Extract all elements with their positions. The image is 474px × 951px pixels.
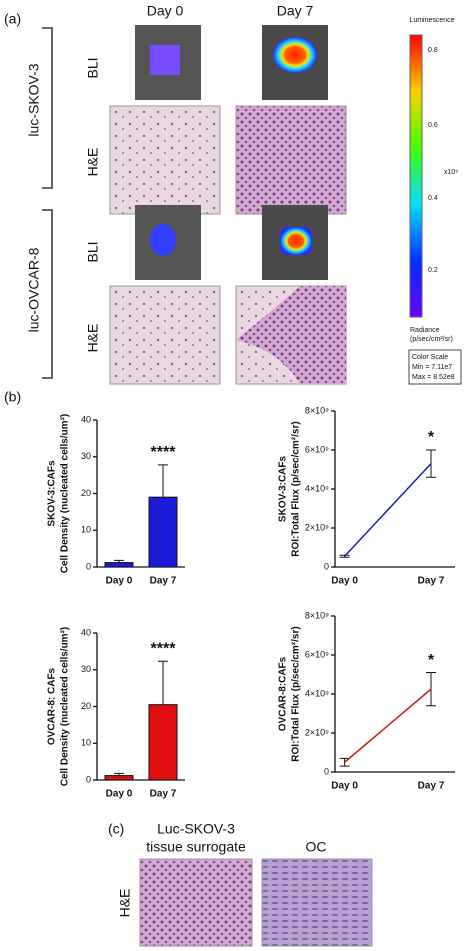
x-tick-label: Day 0 [106, 576, 133, 587]
y-tick-label: 0 [86, 774, 91, 784]
x-tick-label: Day 0 [331, 576, 358, 587]
y-tick-label: 8×10⁹ [305, 405, 329, 415]
colorbar-tick: 0.6 [428, 122, 438, 129]
panel-label: (c) [108, 821, 124, 837]
y-tick-label: 10 [81, 738, 91, 748]
bar [104, 562, 134, 568]
he-image [109, 285, 221, 385]
significance: **** [151, 444, 177, 461]
y-tick-label: 8×10⁹ [305, 610, 329, 620]
x-tick-label: Day 0 [106, 789, 133, 800]
y-axis-label: OVCAR-8: CAFs [47, 667, 58, 745]
column-label: Luc-SKOV-3 [157, 821, 235, 837]
y-tick-label: 4×10⁹ [305, 483, 329, 493]
x-tick-label: Day 7 [418, 576, 445, 587]
bli-image [262, 205, 328, 280]
y-tick-label: 10 [81, 525, 91, 535]
y-tick-label: 30 [81, 451, 91, 461]
significance: **** [151, 641, 177, 658]
row-label: H&E [85, 324, 101, 353]
colorbar-unit: (p/sec/cm²/sr) [410, 336, 453, 343]
line [344, 463, 432, 557]
scale-text: Color Scale [412, 354, 448, 361]
error-bar [158, 464, 168, 498]
colorbar-tick: 0.2 [428, 267, 438, 274]
panel-label: (b) [4, 389, 21, 405]
he-image [235, 105, 347, 215]
scale-box [408, 349, 462, 385]
y-tick-label: 20 [81, 701, 91, 711]
y-tick-label: 6×10⁹ [305, 649, 329, 659]
x-tick-label: Day 7 [418, 781, 445, 792]
colorbar-title: Luminescence [409, 17, 454, 24]
bli-image [135, 205, 201, 280]
y-axis-label: ROI:Total Flux (p/sec/cm²/sr) [291, 626, 302, 761]
row-label: H&E [85, 148, 101, 177]
colorbar [409, 34, 423, 318]
axis [334, 616, 455, 773]
y-tick-label: 0 [324, 766, 329, 776]
panel-label: (a) [4, 11, 21, 27]
y-axis-label: Cell Density (nucleated cells/um²) [60, 414, 71, 574]
y-tick-label: 20 [81, 488, 91, 498]
significance: * [428, 652, 435, 669]
row-label: H&E [117, 889, 133, 918]
colorbar-multiplier: x10⁹ [444, 169, 458, 176]
error-bar [114, 772, 124, 776]
significance: * [428, 429, 435, 446]
x-tick-label: Day 7 [150, 789, 177, 800]
group-label: luc-SKOV-3 [26, 63, 42, 136]
y-tick-label: 4×10⁹ [305, 688, 329, 698]
y-axis-label: OVCAR-8:CAFs [278, 656, 289, 731]
scale-text: Min = 7.11e7 [412, 364, 452, 371]
he-tissue [236, 286, 346, 384]
line [344, 688, 432, 763]
y-axis-label: SKOV-3:CAFs [47, 460, 58, 527]
y-axis-label: Cell Density (nucleated cells/um²) [60, 627, 71, 787]
y-tick-label: 30 [81, 664, 91, 674]
error-bar [158, 660, 168, 705]
row-label: BLI [85, 241, 101, 262]
bracket [42, 27, 53, 379]
group-label: luc-OVCAR-8 [26, 247, 42, 332]
x-tick-label: Day 7 [150, 576, 177, 587]
x-tick-label: Day 0 [331, 781, 358, 792]
bli-image [135, 25, 201, 100]
row-label: BLI [85, 57, 101, 78]
scale-text: Max = 8.52e8 [412, 374, 455, 381]
bar [148, 496, 178, 568]
he-image [261, 858, 373, 947]
he-image [139, 858, 253, 947]
y-tick-label: 6×10⁹ [305, 444, 329, 454]
bar [104, 775, 134, 781]
colorbar-tick: 0.4 [428, 195, 438, 202]
column-label: tissue surrogate [146, 839, 246, 855]
axis [334, 411, 455, 568]
colorbar-tick: 0.8 [428, 47, 438, 54]
column-label: Day 7 [277, 3, 314, 19]
error-bar [114, 559, 124, 563]
y-tick-label: 0 [324, 561, 329, 571]
y-tick-label: 2×10⁹ [305, 522, 329, 532]
column-label: Day 0 [147, 3, 184, 19]
bar [148, 704, 178, 781]
y-axis-label: ROI:Total Flux (p/sec/cm²/sr) [291, 421, 302, 556]
y-tick-label: 0 [86, 561, 91, 571]
y-axis-label: SKOV-3:CAFs [278, 456, 289, 523]
he-image [109, 105, 221, 215]
column-label: OC [306, 839, 327, 855]
y-tick-label: 2×10⁹ [305, 727, 329, 737]
bli-image [262, 25, 328, 100]
y-tick-label: 40 [81, 414, 91, 424]
y-tick-label: 40 [81, 627, 91, 637]
colorbar-unit: Radiance [410, 327, 440, 334]
